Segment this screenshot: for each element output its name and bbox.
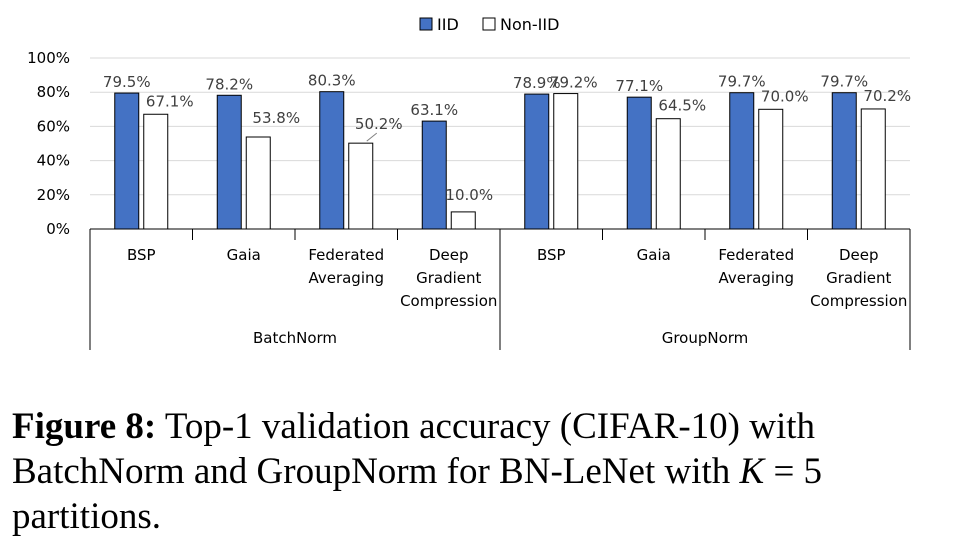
data-label-iid: 78.9% <box>513 74 561 92</box>
y-tick-label: 0% <box>46 220 70 238</box>
data-label-non-iid: 67.1% <box>146 92 194 110</box>
group-label: GroupNorm <box>662 329 749 347</box>
data-label-iid: 79.7% <box>820 73 868 91</box>
figure-caption: Figure 8: Top-1 validation accuracy (CIF… <box>12 404 932 539</box>
bar-non-iid <box>553 93 579 230</box>
y-tick-label: 40% <box>37 152 70 170</box>
bar-non-iid <box>655 118 681 230</box>
category-label: Averaging <box>308 269 384 287</box>
bar-iid <box>216 94 242 230</box>
category-label: Federated <box>308 246 384 264</box>
caption-variable: K <box>739 451 765 492</box>
bar-iid <box>729 92 755 230</box>
data-label-iid: 77.1% <box>615 77 663 95</box>
category-label: BSP <box>127 246 156 264</box>
data-label-non-iid: 64.5% <box>658 97 706 115</box>
bar-iid <box>421 120 447 230</box>
caption-text-1: Top-1 validation accuracy (CIFAR-10) wit… <box>12 406 816 492</box>
bar-non-iid <box>348 142 374 230</box>
category-label: Gradient <box>826 269 891 287</box>
legend-label-non-iid: Non-IID <box>500 15 559 34</box>
caption-equation: = 5 <box>764 451 823 492</box>
category-label: Deep <box>429 246 469 264</box>
data-label-non-iid: 50.2% <box>355 115 403 133</box>
category-label: Deep <box>839 246 879 264</box>
category-label: BSP <box>537 246 566 264</box>
caption-text-2: partitions. <box>12 496 162 537</box>
bar-iid <box>319 91 345 230</box>
data-label-non-iid: 70.2% <box>863 87 911 105</box>
data-label-non-iid: 10.0% <box>445 186 493 204</box>
bar-iid <box>626 96 652 230</box>
group-label: BatchNorm <box>253 329 337 347</box>
y-tick-label: 100% <box>27 49 70 67</box>
data-label-non-iid: 53.8% <box>252 109 300 127</box>
category-label: Gradient <box>416 269 481 287</box>
bar-non-iid <box>143 113 169 230</box>
bar-non-iid <box>860 108 886 230</box>
bar-non-iid <box>450 211 476 230</box>
leader-line <box>366 132 378 142</box>
category-label: Gaia <box>227 246 261 264</box>
bar-iid <box>831 92 857 230</box>
bar-non-iid <box>245 136 271 230</box>
category-label: Compression <box>810 292 907 310</box>
bar-iid <box>524 93 550 230</box>
figure-label: Figure 8: <box>12 406 157 447</box>
category-label: Federated <box>718 246 794 264</box>
y-tick-label: 20% <box>37 186 70 204</box>
legend-swatch-iid <box>419 17 433 31</box>
legend-swatch-non-iid <box>482 17 496 31</box>
category-label: Compression <box>400 292 497 310</box>
category-label: Gaia <box>637 246 671 264</box>
y-tick-label: 80% <box>37 83 70 101</box>
y-tick-label: 60% <box>37 117 70 135</box>
data-label-non-iid: 70.0% <box>761 87 809 105</box>
category-label: Averaging <box>718 269 794 287</box>
legend-label-iid: IID <box>437 15 459 34</box>
bar-iid <box>114 92 140 230</box>
data-label-iid: 78.2% <box>205 75 253 93</box>
data-label-iid: 79.7% <box>718 73 766 91</box>
data-label-non-iid: 79.2% <box>550 74 598 92</box>
data-label-iid: 79.5% <box>103 73 151 91</box>
bar-non-iid <box>758 108 784 230</box>
bar-chart: 0% 20% 40% 60% 80% 100% 79.5%67.1% 78.2% 53.8% 80… <box>27 15 911 350</box>
data-label-iid: 63.1% <box>410 101 458 119</box>
data-label-iid: 80.3% <box>308 72 356 90</box>
